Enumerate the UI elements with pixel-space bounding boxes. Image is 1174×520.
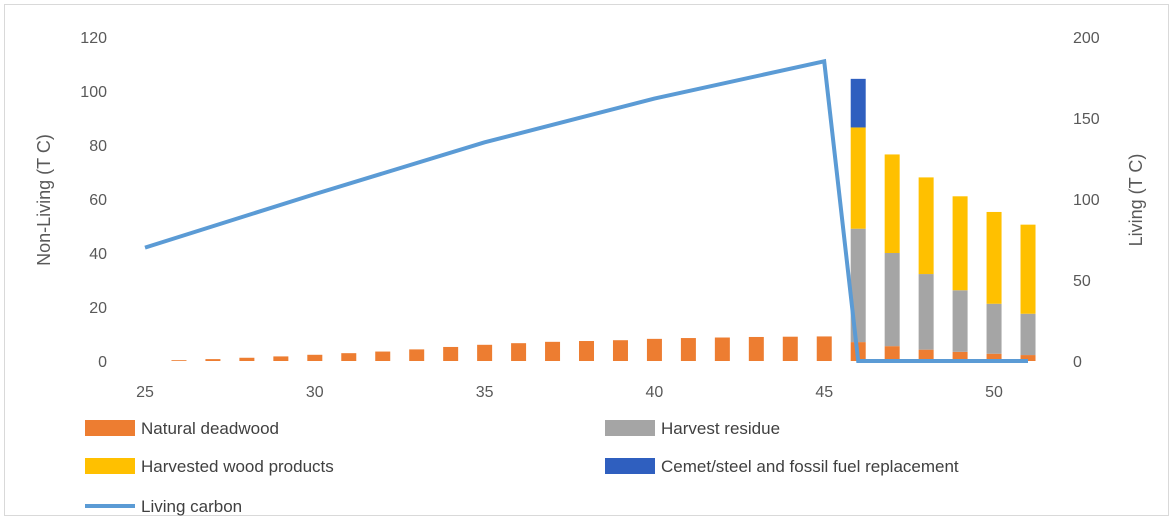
right-axis-title: Living (T C) <box>1126 154 1146 247</box>
bar-harvested-wood-products-50 <box>986 211 1002 304</box>
right-tick-label: 0 <box>1073 354 1082 371</box>
bar-natural-deadwood-26 <box>171 360 187 361</box>
right-tick-label: 150 <box>1073 111 1100 128</box>
bar-harvest-residue-49 <box>952 290 968 352</box>
bar-cemet-steel-and-fossil-fuel-replacement-46 <box>850 78 866 128</box>
bar-natural-deadwood-34 <box>443 346 459 361</box>
bar-natural-deadwood-50 <box>986 353 1002 361</box>
bar-natural-deadwood-35 <box>477 344 493 361</box>
legend-swatch <box>605 420 655 436</box>
bar-natural-deadwood-38 <box>579 341 595 361</box>
legend-item-harvested-wood-products: Harvested wood products <box>85 457 334 476</box>
left-tick-label: 60 <box>89 192 107 209</box>
right-tick-label: 50 <box>1073 273 1091 290</box>
ticks-group: 0 20 40 60 80 100 120 0 50 100 150 200 25 30 35 40 45 50 <box>80 30 1100 401</box>
bar-natural-deadwood-45 <box>816 336 832 361</box>
bar-natural-deadwood-32 <box>375 351 391 361</box>
x-tick-label: 25 <box>136 384 154 401</box>
left-tick-label: 120 <box>80 30 107 47</box>
legend-item-natural-deadwood: Natural deadwood <box>85 419 279 438</box>
bars-group <box>171 78 1036 361</box>
bar-harvested-wood-products-51 <box>1020 224 1036 314</box>
x-tick-label: 50 <box>985 384 1003 401</box>
legend-swatch <box>85 458 135 474</box>
bar-natural-deadwood-36 <box>511 343 527 361</box>
left-tick-label: 20 <box>89 300 107 317</box>
line-group <box>144 58 1028 363</box>
bar-natural-deadwood-29 <box>273 356 289 361</box>
legend-label: Harvest residue <box>661 419 780 438</box>
bar-natural-deadwood-44 <box>782 336 798 361</box>
legend-swatch <box>605 458 655 474</box>
chart-frame <box>4 4 1169 516</box>
bar-natural-deadwood-33 <box>409 349 425 361</box>
legend-swatch <box>85 420 135 436</box>
x-tick-label: 45 <box>815 384 833 401</box>
bar-natural-deadwood-28 <box>239 357 255 361</box>
right-tick-label: 100 <box>1073 192 1100 209</box>
bar-harvest-residue-47 <box>884 253 900 347</box>
bar-natural-deadwood-42 <box>714 337 730 361</box>
left-tick-label: 0 <box>98 354 107 371</box>
bar-natural-deadwood-31 <box>341 353 357 361</box>
bar-natural-deadwood-40 <box>646 338 662 361</box>
bar-natural-deadwood-43 <box>748 336 764 361</box>
left-tick-label: 100 <box>80 84 107 101</box>
legend-label: Cemet/steel and fossil fuel replacement <box>661 457 959 476</box>
line-living-carbon <box>144 58 1028 363</box>
bar-natural-deadwood-30 <box>307 354 323 361</box>
bar-natural-deadwood-51 <box>1020 355 1036 361</box>
right-tick-label: 200 <box>1073 30 1100 47</box>
bar-natural-deadwood-39 <box>612 340 628 361</box>
bar-natural-deadwood-41 <box>680 338 696 361</box>
bar-harvested-wood-products-47 <box>884 154 900 253</box>
legend-item-cemet-steel-and-fossil-fuel-replacement: Cemet/steel and fossil fuel replacement <box>605 457 959 476</box>
bar-harvest-residue-48 <box>918 274 934 350</box>
bar-natural-deadwood-49 <box>952 351 968 361</box>
legend-label: Harvested wood products <box>141 457 334 476</box>
legend-label: Natural deadwood <box>141 419 279 438</box>
left-axis-title: Non-Living (T C) <box>34 134 54 266</box>
bar-natural-deadwood-27 <box>205 359 221 361</box>
x-tick-label: 35 <box>476 384 494 401</box>
bar-natural-deadwood-47 <box>884 346 900 361</box>
bar-natural-deadwood-48 <box>918 349 934 361</box>
bar-harvested-wood-products-46 <box>850 127 866 229</box>
left-tick-label: 80 <box>89 138 107 155</box>
bar-natural-deadwood-37 <box>545 341 561 361</box>
legend: Natural deadwood Harvest residue Harvested… <box>85 419 959 516</box>
bar-harvested-wood-products-49 <box>952 196 968 291</box>
bar-harvest-residue-51 <box>1020 313 1036 356</box>
bar-harvested-wood-products-48 <box>918 177 934 275</box>
legend-label: Living carbon <box>141 497 242 516</box>
legend-item-living-carbon: Living carbon <box>85 497 242 516</box>
left-tick-label: 40 <box>89 246 107 263</box>
x-tick-label: 30 <box>306 384 324 401</box>
bar-harvest-residue-50 <box>986 303 1002 354</box>
legend-item-harvest-residue: Harvest residue <box>605 419 780 438</box>
x-tick-label: 40 <box>646 384 664 401</box>
